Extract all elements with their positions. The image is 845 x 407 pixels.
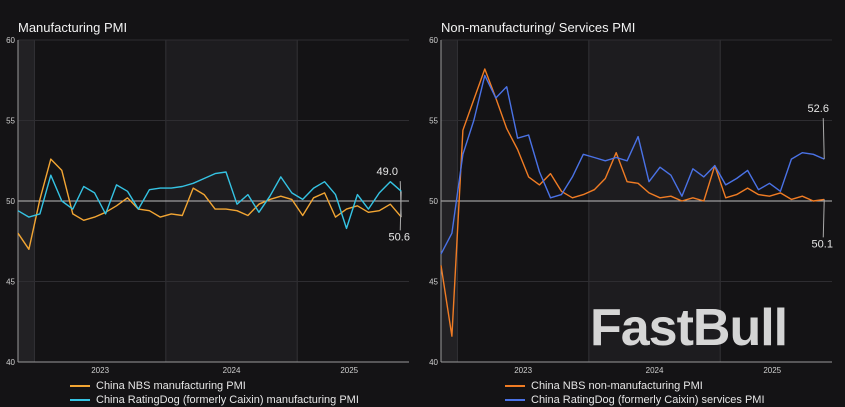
services-pmi-chart: 40 45 50 55 60 2023 2024 2025 50.1 52.6 [429, 36, 833, 375]
end-value-label: 50.1 [812, 238, 833, 250]
end-value-label: 49.0 [377, 166, 398, 178]
legend-swatch [70, 385, 90, 387]
legend-item: China NBS manufacturing PMI [70, 379, 359, 393]
y-tick-label: 50 [429, 197, 438, 206]
x-tick-label: 2025 [340, 366, 358, 375]
legend-label: China NBS manufacturing PMI [96, 380, 246, 392]
legend-label: China NBS non-manufacturing PMI [531, 380, 703, 392]
services-pmi-panel: Non-manufacturing/ Services PMI 40 45 50 55… [423, 0, 845, 407]
fastbull-watermark: FastBull [590, 299, 788, 357]
y-tick-label: 40 [429, 358, 438, 367]
manufacturing-pmi-panel: Manufacturing PMI 40 45 50 55 60 2023 2024 2025… [0, 0, 420, 407]
legend-swatch [505, 385, 525, 387]
y-tick-label: 55 [6, 117, 15, 126]
end-value-label: 52.6 [808, 103, 829, 115]
manufacturing-pmi-chart: 40 45 50 55 60 2023 2024 2025 49.0 50.6 [6, 36, 410, 375]
legend-swatch [505, 399, 525, 401]
legend: China NBS non-manufacturing PMI China Ra… [505, 379, 765, 407]
chart-title: Manufacturing PMI [18, 20, 128, 35]
x-tick-label: 2024 [223, 366, 241, 375]
series-line [440, 68, 825, 337]
y-tick-label: 45 [429, 278, 438, 287]
series-line [17, 158, 402, 251]
x-tick-label: 2023 [514, 366, 532, 375]
legend-item: China RatingDog (formerly Caixin) servic… [505, 393, 765, 407]
legend-swatch [70, 399, 90, 401]
legend-label: China RatingDog (formerly Caixin) servic… [531, 394, 765, 406]
y-tick-label: 60 [6, 36, 15, 45]
y-tick-label: 50 [6, 197, 15, 206]
series-line [440, 74, 825, 255]
legend: China NBS manufacturing PMI China Rating… [70, 379, 359, 407]
y-tick-label: 45 [6, 278, 15, 287]
x-tick-label: 2023 [91, 366, 109, 375]
x-tick-label: 2024 [646, 366, 664, 375]
legend-label: China RatingDog (formerly Caixin) manufa… [96, 394, 359, 406]
end-label-leader [399, 191, 402, 231]
chart-title: Non-manufacturing/ Services PMI [441, 20, 636, 35]
legend-item: China NBS non-manufacturing PMI [505, 379, 765, 393]
series-line [17, 171, 402, 230]
end-label-leader [822, 199, 825, 238]
y-tick-label: 55 [429, 117, 438, 126]
end-value-label: 50.6 [389, 231, 410, 243]
x-tick-label: 2025 [763, 366, 781, 375]
end-label-leader [822, 118, 825, 160]
y-tick-label: 40 [6, 358, 15, 367]
legend-item: China RatingDog (formerly Caixin) manufa… [70, 393, 359, 407]
y-tick-label: 60 [429, 36, 438, 45]
